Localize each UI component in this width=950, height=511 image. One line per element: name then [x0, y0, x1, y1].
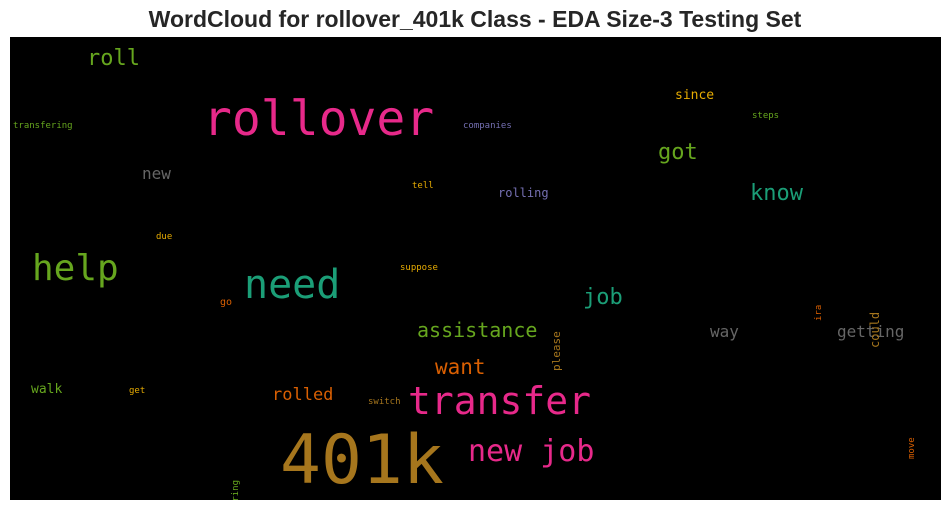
- word-want: want: [435, 355, 486, 379]
- word-walk: walk: [31, 382, 63, 397]
- word-please: please: [550, 331, 563, 371]
- word-suppose: suppose: [400, 263, 438, 273]
- wordcloud-canvas: 401k rollover need help transfer new job know g…: [10, 37, 941, 500]
- chart-title: WordCloud for rollover_401k Class - EDA …: [148, 6, 802, 32]
- word-tell: tell: [412, 181, 434, 191]
- word-roll: roll: [87, 46, 140, 71]
- word-assistance: assistance: [417, 318, 538, 342]
- word-help: help: [32, 248, 119, 289]
- word-companies: companies: [463, 121, 512, 131]
- word-rollover: rollover: [203, 91, 435, 147]
- word-got: got: [658, 140, 698, 165]
- word-transfering: transfering: [13, 121, 73, 131]
- word-ira: ira: [814, 304, 824, 321]
- word-transfer: transfer: [408, 379, 592, 423]
- word-transferring: transferring: [231, 480, 241, 500]
- word-go: go: [220, 297, 233, 308]
- word-get: get: [129, 386, 146, 396]
- word-rolled: rolled: [272, 385, 334, 405]
- word-know: know: [750, 181, 803, 206]
- word-due: due: [156, 232, 173, 242]
- word-way: way: [710, 322, 739, 341]
- word-move: move: [907, 437, 917, 459]
- word-getting: getting: [837, 322, 905, 341]
- word-new-job: new job: [468, 434, 595, 469]
- word-new: new: [142, 164, 171, 183]
- word-could: could: [868, 311, 882, 348]
- word-need: need: [244, 262, 341, 308]
- word-since: since: [675, 88, 715, 103]
- word-job: job: [583, 285, 623, 310]
- word-switch: switch: [368, 397, 401, 407]
- word-401k: 401k: [280, 421, 444, 500]
- word-rolling: rolling: [498, 186, 549, 200]
- word-steps: steps: [752, 111, 780, 121]
